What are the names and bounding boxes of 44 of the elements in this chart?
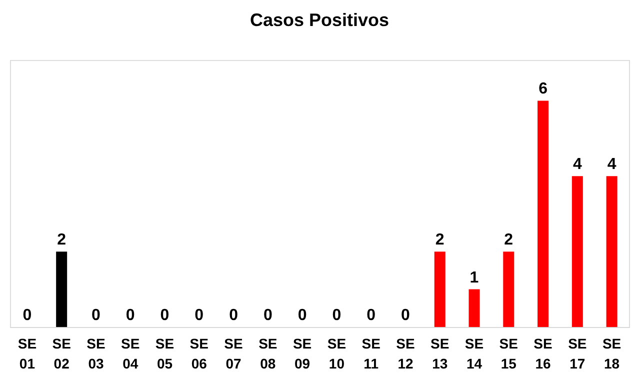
data-label: 4 xyxy=(572,156,582,174)
x-tick-label: SE 03 xyxy=(86,336,106,372)
data-label: 0 xyxy=(126,307,135,324)
x-tick-label: SE 12 xyxy=(396,336,415,372)
chart-title: Casos Positivos xyxy=(250,10,390,30)
data-label: 0 xyxy=(22,307,32,324)
x-tick-label: SE 10 xyxy=(327,336,346,372)
x-tick-label: SE 04 xyxy=(121,336,140,372)
data-label: 0 xyxy=(92,307,101,324)
bar xyxy=(538,100,549,327)
bar xyxy=(572,176,583,327)
bar xyxy=(503,252,514,327)
x-tick-label: SE 13 xyxy=(430,336,450,372)
data-label: 2 xyxy=(435,232,444,249)
x-tick-label: SE 08 xyxy=(258,336,278,372)
x-tick-label: SE 09 xyxy=(292,336,312,372)
x-tick-label: SE 17 xyxy=(568,336,587,372)
bar xyxy=(56,252,68,327)
data-label: 2 xyxy=(504,232,514,249)
x-tick-label: SE 18 xyxy=(602,336,622,372)
data-label: 1 xyxy=(470,269,479,286)
data-label: 0 xyxy=(298,307,307,324)
data-label: 0 xyxy=(401,307,410,324)
data-label: 2 xyxy=(57,232,66,249)
bar xyxy=(468,289,480,327)
x-tick-label: SE 01 xyxy=(18,336,37,372)
data-label: 4 xyxy=(607,156,616,174)
x-tick-label: SE 02 xyxy=(52,336,71,372)
data-label: 0 xyxy=(332,307,342,324)
data-label: 0 xyxy=(194,307,204,324)
x-tick-label: SE 06 xyxy=(190,336,208,372)
bar xyxy=(434,252,446,327)
x-tick-label: SE 16 xyxy=(534,336,552,372)
data-label: 6 xyxy=(538,80,548,98)
x-tick-label: SE 14 xyxy=(464,336,484,372)
x-tick-label: SE 07 xyxy=(224,336,243,372)
data-label: 0 xyxy=(229,307,238,324)
bar xyxy=(606,176,618,327)
x-tick-label: SE 15 xyxy=(499,336,518,372)
data-label: 0 xyxy=(160,307,170,324)
data-label: 0 xyxy=(263,307,272,324)
data-label: 0 xyxy=(366,307,376,324)
x-tick-label: SE 05 xyxy=(155,336,174,372)
x-tick-label: SE 11 xyxy=(362,336,380,372)
